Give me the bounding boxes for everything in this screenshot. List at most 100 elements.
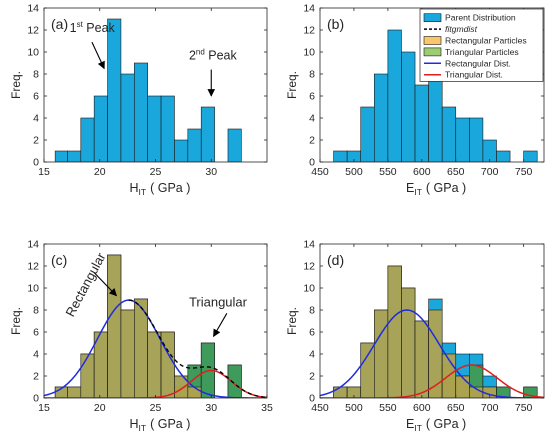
y-axis-label: Freq. — [285, 71, 299, 99]
y-tick-label: 0 — [309, 393, 315, 405]
x-axis-label-unit: ( GPa ) — [426, 417, 466, 431]
x-axis-label: HIT( GPa ) — [130, 417, 191, 433]
histogram-bar-parent — [160, 95, 175, 162]
x-tick-label: 700 — [481, 166, 499, 178]
histogram-bar-parent — [360, 106, 375, 162]
annotation-superscript: st — [77, 20, 84, 29]
y-tick-label: 2 — [309, 371, 315, 383]
x-axis-label-main: H — [130, 181, 139, 195]
legend-swatch — [423, 36, 442, 45]
y-tick-label: 8 — [33, 305, 39, 317]
histogram-bar-parent — [441, 106, 457, 162]
annotation-superscript: nd — [196, 48, 205, 57]
y-tick-label: 14 — [303, 239, 315, 251]
histogram-bar-parent — [134, 62, 148, 162]
y-tick-label: 10 — [27, 283, 39, 295]
x-tick-label: 600 — [413, 402, 431, 414]
annotation-arrow — [93, 272, 118, 297]
x-tick-label: 30 — [205, 166, 217, 178]
x-axis-label-main: E — [406, 181, 414, 195]
histogram-bar-rectangular — [160, 331, 175, 398]
histogram-bar-parent — [200, 106, 215, 162]
bars — [54, 18, 242, 162]
x-tick-label: 25 — [150, 402, 162, 414]
histogram-bar-rectangular — [414, 320, 429, 398]
histogram-bar-parent — [107, 18, 122, 162]
rectangular-dist-curve — [320, 309, 544, 398]
panel-label: (b) — [327, 16, 344, 32]
panel-d: 450 500 550 600 650 700 750 0 2 4 6 8 10 12 14 EIT ( GPa… — [285, 239, 545, 433]
x-tick-label: 700 — [481, 402, 499, 414]
annotation-number: 2 — [189, 49, 196, 63]
panel-b: 450 500 550 600 650 700 750 0 2 4 6 8 10 12 14 EIT ( GPa… — [285, 3, 545, 197]
y-tick-label: 8 — [309, 69, 315, 81]
x-tick-label: 650 — [447, 402, 465, 414]
y-tick-label: 0 — [309, 157, 315, 169]
x-axis-label: EIT ( GPa ) — [406, 417, 466, 433]
histogram-bar-parent — [333, 150, 348, 162]
y-tick-label: 6 — [309, 91, 315, 103]
panel-label: (c) — [51, 252, 67, 268]
histogram-bar-rectangular — [387, 265, 402, 398]
y-tick-label: 2 — [309, 135, 315, 147]
histogram-bar-parent — [54, 150, 68, 162]
x-tick-label: 650 — [447, 166, 465, 178]
histogram-bar-parent — [523, 150, 538, 162]
y-tick-label: 14 — [27, 3, 39, 15]
legend-label: Rectangular Particles — [445, 36, 527, 46]
x-tick-label: 30 — [205, 402, 217, 414]
fit-curves — [320, 309, 544, 398]
x-axis-label: EIT ( GPa ) — [406, 181, 466, 197]
histogram-bar-parent — [414, 84, 429, 162]
histogram-bar-parent — [93, 95, 108, 162]
histogram-bar-rectangular — [187, 386, 202, 398]
annotation-text: Peak — [83, 21, 116, 35]
legend-label: Rectangular Dist. — [445, 58, 511, 68]
fitgmdist-curve — [128, 299, 267, 398]
y-tick-label: 0 — [33, 393, 39, 405]
x-tick-label: 15 — [38, 402, 50, 414]
x-tick-label: 500 — [345, 166, 363, 178]
histogram-bar-triangular — [523, 386, 538, 398]
x-tick-label: 450 — [311, 402, 329, 414]
annotation-arrow — [91, 41, 105, 70]
legend-box — [419, 8, 544, 82]
y-tick-label: 10 — [303, 47, 315, 59]
y-tick-label: 4 — [309, 349, 315, 361]
y-tick-label: 0 — [33, 157, 39, 169]
y-tick-label: 6 — [33, 327, 39, 339]
y-tick-label: 2 — [33, 135, 39, 147]
y-tick-label: 6 — [33, 91, 39, 103]
histogram-bar-rectangular — [107, 254, 122, 398]
histogram-bar-rectangular — [80, 353, 95, 398]
x-tick-label: 550 — [379, 402, 397, 414]
y-tick-label: 8 — [309, 305, 315, 317]
x-axis-label-main: E — [406, 417, 414, 431]
histogram-bar-parent — [401, 51, 416, 162]
y-tick-label: 14 — [27, 239, 39, 251]
histogram-bar-rectangular — [147, 331, 162, 398]
y-tick-label: 6 — [309, 327, 315, 339]
y-tick-label: 10 — [27, 47, 39, 59]
annotation: Triangular — [189, 295, 248, 338]
x-tick-label: 500 — [345, 402, 363, 414]
histogram-bar-parent — [482, 139, 497, 162]
legend-swatch — [423, 47, 442, 57]
y-tick-label: 12 — [27, 261, 39, 273]
axes-box — [319, 7, 545, 163]
histogram-bar-rectangular — [67, 386, 82, 398]
histogram-bar-rectangular — [401, 287, 416, 398]
annotation: 2nd Peak — [189, 48, 238, 97]
legend-label: Triangular Dist. — [445, 70, 503, 80]
bars — [333, 29, 538, 162]
y-tick-label: 8 — [33, 69, 39, 81]
x-axis-label-sub: IT — [414, 187, 422, 197]
annotation-text: Peak — [205, 49, 238, 63]
triangular-dist-curve — [320, 364, 544, 398]
annotation-label: Triangular — [189, 295, 248, 310]
x-tick-label: 750 — [515, 166, 533, 178]
y-tick-label: 12 — [27, 25, 39, 37]
legend-label: Parent Distribution — [445, 13, 516, 23]
